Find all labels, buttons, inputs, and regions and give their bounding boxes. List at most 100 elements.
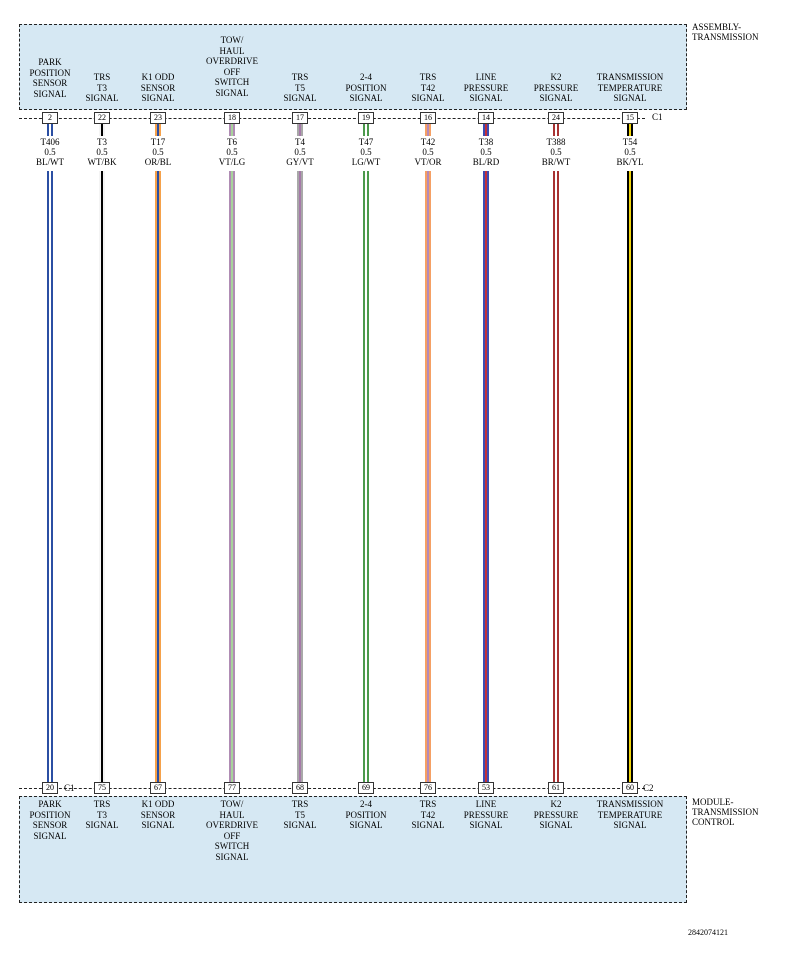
wire-label-gap xyxy=(270,136,330,171)
wire xyxy=(363,124,369,782)
wire-info: T42 0.5 VT/OR xyxy=(393,137,463,167)
wire-circuit: T38 xyxy=(478,137,494,147)
wire-gauge: 0.5 xyxy=(226,147,238,157)
top-pin: 22 xyxy=(94,112,110,124)
wire-label-gap xyxy=(20,136,80,171)
wire-info: T6 0.5 VT/LG xyxy=(197,137,267,167)
wire-label-gap xyxy=(336,136,396,171)
wire-circuit: T4 xyxy=(295,137,305,147)
circuit-signal-top: K2 PRESSURE SIGNAL xyxy=(533,72,579,103)
top-pin: 19 xyxy=(358,112,374,124)
wire-info: T17 0.5 OR/BL xyxy=(123,137,193,167)
wire-circuit: T3 xyxy=(97,137,107,147)
wire-gauge: 0.5 xyxy=(96,147,108,157)
wire-label-gap xyxy=(202,136,262,171)
wire-gauge: 0.5 xyxy=(624,147,636,157)
wire-gauge: 0.5 xyxy=(480,147,492,157)
wire xyxy=(99,124,105,782)
top-pin: 17 xyxy=(292,112,308,124)
top-pin: 16 xyxy=(420,112,436,124)
circuit-signal-bottom: LINE PRESSURE SIGNAL xyxy=(463,799,509,830)
bottom-pin: 53 xyxy=(478,782,494,794)
wire-color-code: OR/BL xyxy=(144,157,172,167)
circuit-signal-top: PARK POSITION SENSOR SIGNAL xyxy=(29,57,71,99)
circuit-signal-top: LINE PRESSURE SIGNAL xyxy=(463,72,509,103)
top-pin: 2 xyxy=(42,112,58,124)
wire-circuit: T47 xyxy=(358,137,374,147)
wire-color-code: BL/RD xyxy=(472,157,500,167)
wire-color-code: BK/YL xyxy=(616,157,644,167)
wire-label-gap xyxy=(72,136,132,171)
bottom-pin: 76 xyxy=(420,782,436,794)
circuit-signal-top: TRANSMISSION TEMPERATURE SIGNAL xyxy=(596,72,664,103)
wire-gauge: 0.5 xyxy=(422,147,434,157)
wire-label-gap xyxy=(128,136,188,171)
wire-label-gap xyxy=(600,136,660,171)
wire-info: T54 0.5 BK/YL xyxy=(595,137,665,167)
wire-color-code: WT/BK xyxy=(87,157,117,167)
wire-circuit: T42 xyxy=(420,137,436,147)
figure-id: 2842074121 xyxy=(688,928,728,937)
transmission-assembly-box xyxy=(19,24,687,110)
bottom-pin: 60 xyxy=(622,782,638,794)
circuit-signal-bottom: K2 PRESSURE SIGNAL xyxy=(533,799,579,830)
wire xyxy=(155,124,161,782)
wire-gauge: 0.5 xyxy=(294,147,306,157)
top-connector-line xyxy=(19,118,645,119)
wire-gauge: 0.5 xyxy=(152,147,164,157)
top-component-label: ASSEMBLY- TRANSMISSION xyxy=(692,22,759,42)
wire-color-code: BL/WT xyxy=(36,157,64,167)
transmission-control-module-box xyxy=(19,796,687,903)
top-pin: 18 xyxy=(224,112,240,124)
wire xyxy=(425,124,431,782)
wire-color-code: VT/LG xyxy=(218,157,246,167)
wire xyxy=(47,124,53,782)
circuit-signal-bottom: TOW/HAUL OVERDRIVE OFF SWITCH SIGNAL xyxy=(206,799,258,862)
bottom-connector-id-left: C1 xyxy=(64,783,75,793)
circuit-signal-top: TRS T3 SIGNAL xyxy=(85,72,119,103)
top-pin: 14 xyxy=(478,112,494,124)
wire-info: T38 0.5 BL/RD xyxy=(451,137,521,167)
wire-circuit: T6 xyxy=(227,137,237,147)
circuit-signal-top: TRS T42 SIGNAL xyxy=(411,72,445,103)
circuit-signal-top: K1 ODD SENSOR SIGNAL xyxy=(140,72,176,103)
top-pin: 15 xyxy=(622,112,638,124)
bottom-pin: 69 xyxy=(358,782,374,794)
top-pin: 23 xyxy=(150,112,166,124)
circuit-signal-bottom: TRANSMISSION TEMPERATURE SIGNAL xyxy=(596,799,664,830)
wire-label-gap xyxy=(456,136,516,171)
circuit-signal-bottom: K1 ODD SENSOR SIGNAL xyxy=(140,799,176,830)
wire-label-gap xyxy=(526,136,586,171)
wire-info: T388 0.5 BR/WT xyxy=(521,137,591,167)
circuit-signal-bottom: PARK POSITION SENSOR SIGNAL xyxy=(29,799,71,841)
wire-circuit: T388 xyxy=(546,137,566,147)
top-connector-id: C1 xyxy=(652,112,663,122)
wire xyxy=(297,124,303,782)
bottom-connector-id-right: C2 xyxy=(643,783,654,793)
wire xyxy=(553,124,559,782)
bottom-pin: 77 xyxy=(224,782,240,794)
circuit-signal-bottom: TRS T3 SIGNAL xyxy=(85,799,119,830)
wire xyxy=(229,124,235,782)
wire-color-code: VT/OR xyxy=(414,157,442,167)
wire-info: T47 0.5 LG/WT xyxy=(331,137,401,167)
circuit-signal-bottom: TRS T5 SIGNAL xyxy=(283,799,317,830)
circuit-signal-top: TOW/HAUL OVERDRIVE OFF SWITCH SIGNAL xyxy=(206,35,258,98)
wire-color-code: GY/VT xyxy=(286,157,314,167)
circuit-signal-top: 2-4 POSITION SIGNAL xyxy=(345,72,387,103)
wire-info: T4 0.5 GY/VT xyxy=(265,137,335,167)
wire-color-code: BR/WT xyxy=(541,157,571,167)
wire-label-gap xyxy=(398,136,458,171)
wire xyxy=(627,124,633,782)
wire-circuit: T54 xyxy=(622,137,638,147)
bottom-connector-line xyxy=(19,788,645,789)
circuit-signal-bottom: 2-4 POSITION SIGNAL xyxy=(345,799,387,830)
bottom-pin: 75 xyxy=(94,782,110,794)
wire-gauge: 0.5 xyxy=(360,147,372,157)
wire-color-code: LG/WT xyxy=(351,157,381,167)
wire-gauge: 0.5 xyxy=(550,147,562,157)
wire xyxy=(483,124,489,782)
wire-circuit: T406 xyxy=(40,137,60,147)
bottom-pin: 61 xyxy=(548,782,564,794)
wire-info: T406 0.5 BL/WT xyxy=(15,137,85,167)
